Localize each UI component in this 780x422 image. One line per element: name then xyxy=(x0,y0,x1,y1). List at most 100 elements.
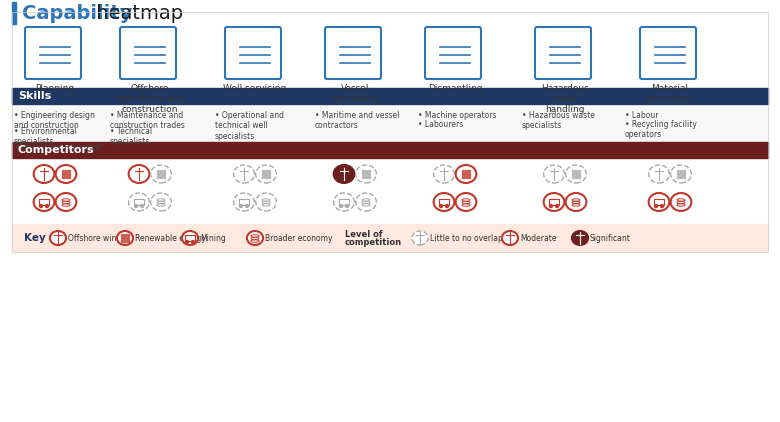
Text: Hazardous
waste
handling: Hazardous waste handling xyxy=(541,84,589,114)
Ellipse shape xyxy=(34,193,55,211)
Bar xyxy=(239,199,249,205)
Bar xyxy=(362,170,364,172)
Bar xyxy=(462,176,464,178)
Bar xyxy=(163,176,165,178)
Bar xyxy=(264,170,268,172)
Bar xyxy=(680,170,682,172)
Bar xyxy=(677,173,679,175)
FancyBboxPatch shape xyxy=(325,27,381,79)
Bar xyxy=(121,234,123,236)
Bar xyxy=(127,237,129,239)
Bar xyxy=(268,173,270,175)
Ellipse shape xyxy=(572,231,588,245)
Ellipse shape xyxy=(502,231,518,245)
Bar xyxy=(124,237,126,239)
Text: Significant: Significant xyxy=(590,233,631,243)
Text: Offshore wind: Offshore wind xyxy=(68,233,121,243)
Text: • Labourers: • Labourers xyxy=(418,120,463,129)
Bar xyxy=(362,176,364,178)
Text: Broader economy: Broader economy xyxy=(265,233,332,243)
Bar xyxy=(39,199,49,205)
FancyBboxPatch shape xyxy=(120,27,176,79)
Ellipse shape xyxy=(151,165,172,183)
Bar xyxy=(339,199,349,205)
Ellipse shape xyxy=(434,165,454,183)
Bar xyxy=(160,176,162,178)
Bar xyxy=(368,173,370,175)
Bar xyxy=(163,173,165,175)
Bar xyxy=(12,12,768,252)
Bar xyxy=(572,173,574,175)
Bar xyxy=(575,176,577,178)
Text: • Maritime and vessel
contractors: • Maritime and vessel contractors xyxy=(315,111,399,130)
Text: Level of: Level of xyxy=(345,230,383,238)
Bar xyxy=(365,170,367,172)
Ellipse shape xyxy=(256,165,276,183)
Bar xyxy=(264,176,268,178)
Bar xyxy=(65,176,67,178)
FancyBboxPatch shape xyxy=(225,27,281,79)
Bar xyxy=(121,240,123,242)
Bar xyxy=(362,173,364,175)
Bar xyxy=(677,170,679,172)
Bar xyxy=(62,170,64,172)
FancyBboxPatch shape xyxy=(25,27,81,79)
Ellipse shape xyxy=(649,165,669,183)
Ellipse shape xyxy=(566,165,587,183)
Bar xyxy=(578,176,580,178)
Bar xyxy=(65,170,67,172)
Bar xyxy=(12,142,768,158)
Circle shape xyxy=(134,205,137,208)
Bar xyxy=(62,176,64,178)
Bar xyxy=(468,176,470,178)
Bar xyxy=(68,170,70,172)
Bar xyxy=(62,173,64,175)
Text: • Labour: • Labour xyxy=(625,111,658,120)
Bar xyxy=(12,88,768,104)
Text: Renewable energy: Renewable energy xyxy=(135,233,206,243)
Ellipse shape xyxy=(129,165,149,183)
Circle shape xyxy=(445,205,448,208)
Text: Mining: Mining xyxy=(200,233,225,243)
Text: competition: competition xyxy=(345,238,402,246)
Ellipse shape xyxy=(34,165,55,183)
Text: Offshore
operations and
construction: Offshore operations and construction xyxy=(116,84,184,114)
Bar xyxy=(124,234,126,236)
Circle shape xyxy=(186,241,189,243)
Bar xyxy=(65,173,67,175)
Bar xyxy=(12,158,768,222)
Ellipse shape xyxy=(55,165,76,183)
Bar xyxy=(465,170,467,172)
Ellipse shape xyxy=(151,193,172,211)
Ellipse shape xyxy=(234,193,254,211)
Ellipse shape xyxy=(544,165,565,183)
Bar xyxy=(682,176,685,178)
Bar xyxy=(368,176,370,178)
Circle shape xyxy=(246,205,249,208)
Bar xyxy=(157,173,159,175)
Text: Material
operations: Material operations xyxy=(646,84,694,103)
Text: Well servicing: Well servicing xyxy=(223,84,286,93)
Bar xyxy=(462,170,464,172)
FancyBboxPatch shape xyxy=(640,27,696,79)
Bar xyxy=(468,173,470,175)
Circle shape xyxy=(192,241,194,243)
Bar xyxy=(127,234,129,236)
FancyBboxPatch shape xyxy=(535,27,591,79)
Bar xyxy=(578,170,580,172)
Bar xyxy=(680,173,682,175)
Text: • Technical
specialists: • Technical specialists xyxy=(110,127,152,146)
Text: Dismantling: Dismantling xyxy=(427,84,482,93)
Bar xyxy=(160,173,162,175)
Ellipse shape xyxy=(256,193,276,211)
Circle shape xyxy=(339,205,342,208)
Bar xyxy=(680,176,682,178)
Bar xyxy=(677,176,679,178)
Bar xyxy=(262,176,264,178)
Ellipse shape xyxy=(671,165,691,183)
Bar xyxy=(365,176,367,178)
Text: Little to no overlap: Little to no overlap xyxy=(430,233,503,243)
Circle shape xyxy=(45,205,48,208)
Bar xyxy=(365,173,367,175)
Bar xyxy=(68,173,70,175)
